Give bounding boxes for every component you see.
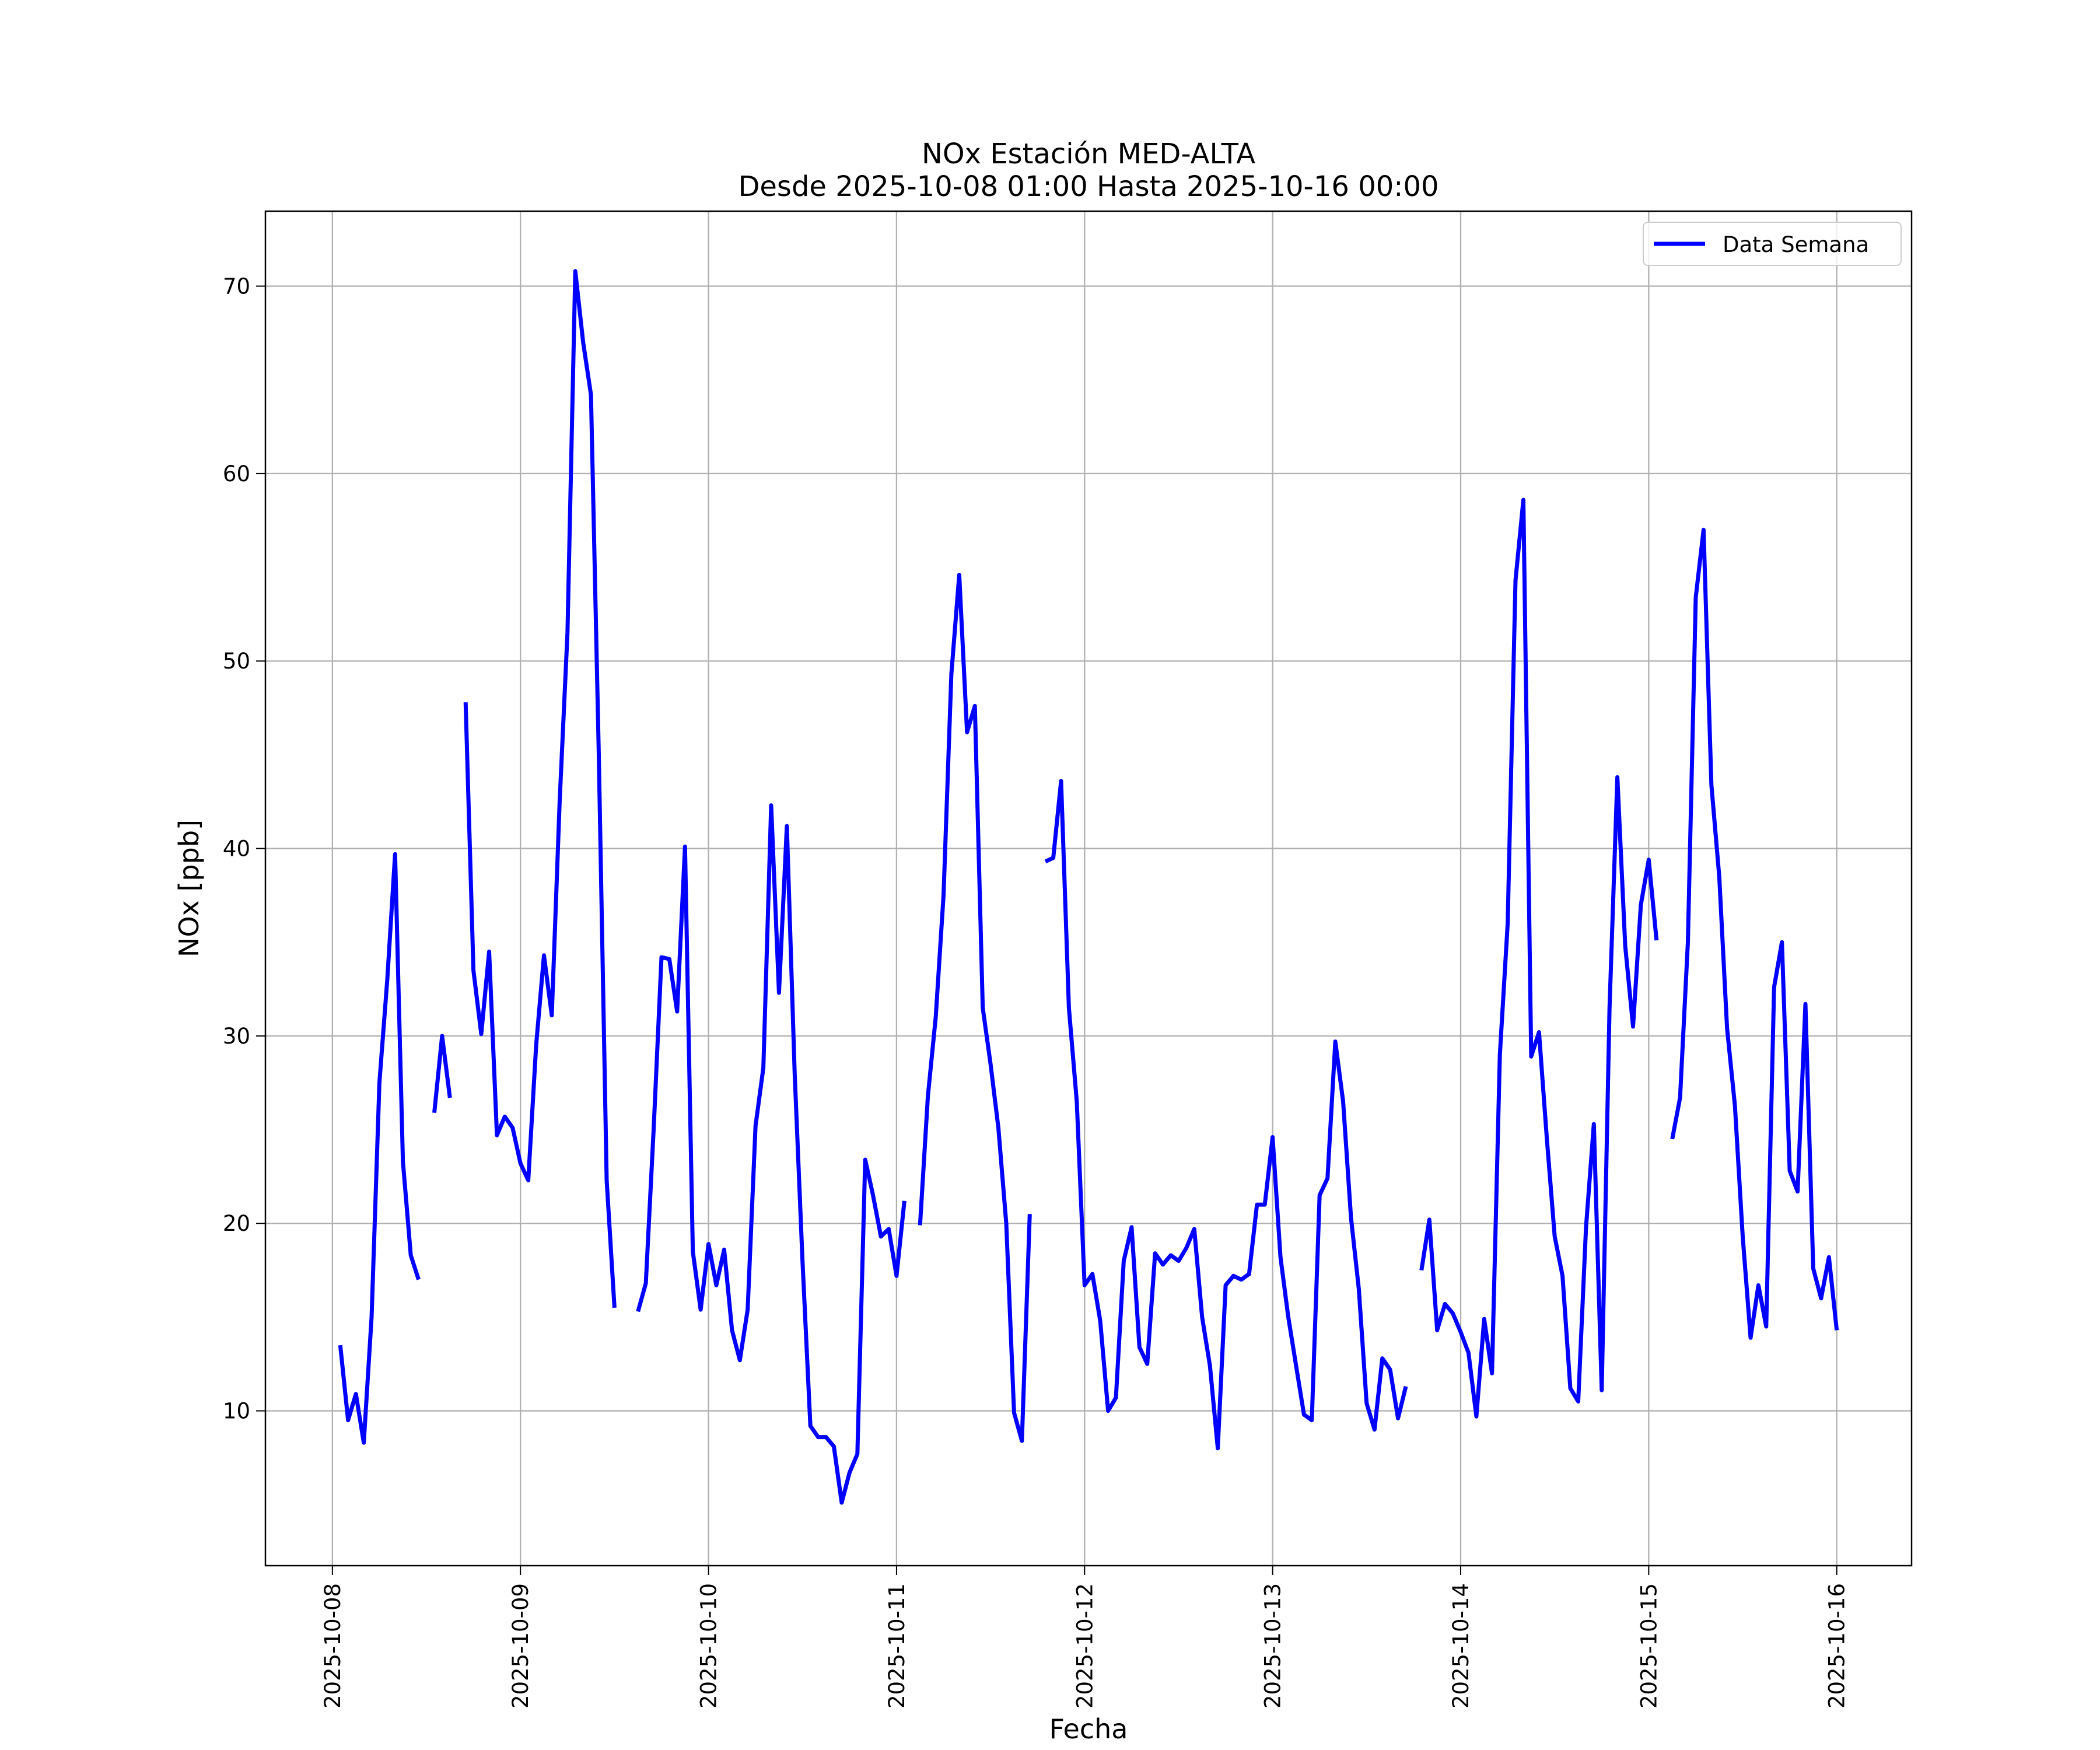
x-tick-label: 2025-10-12: [1072, 1583, 1097, 1709]
y-tick-label: 10: [223, 1399, 250, 1424]
y-tick-label: 20: [223, 1211, 250, 1236]
y-tick-label: 30: [223, 1024, 250, 1049]
x-tick-label: 2025-10-10: [696, 1583, 722, 1709]
x-tick-label: 2025-10-15: [1636, 1583, 1661, 1709]
y-tick-label: 60: [223, 461, 250, 487]
chart-title: NOx Estación MED-ALTA: [922, 138, 1255, 170]
y-tick-label: 40: [223, 836, 250, 862]
y-axis-label: NOx [ppb]: [173, 820, 205, 957]
x-tick-label: 2025-10-08: [320, 1583, 345, 1709]
x-tick-label: 2025-10-14: [1448, 1583, 1474, 1709]
x-axis-label: Fecha: [1049, 1713, 1128, 1745]
data-line: [338, 269, 1839, 1505]
x-tick-label: 2025-10-13: [1261, 1583, 1286, 1709]
y-tick-label: 70: [223, 274, 250, 299]
legend-label: Data Semana: [1723, 232, 1869, 257]
x-tick-label: 2025-10-11: [884, 1583, 909, 1709]
x-tick-label: 2025-10-09: [508, 1583, 533, 1709]
x-tick-label: 2025-10-16: [1825, 1583, 1850, 1709]
plot-frame: [264, 210, 1913, 1567]
chart-subtitle: Desde 2025-10-08 01:00 Hasta 2025-10-16 …: [738, 170, 1438, 203]
y-tick-label: 50: [223, 649, 250, 674]
legend-box: [1643, 222, 1902, 266]
